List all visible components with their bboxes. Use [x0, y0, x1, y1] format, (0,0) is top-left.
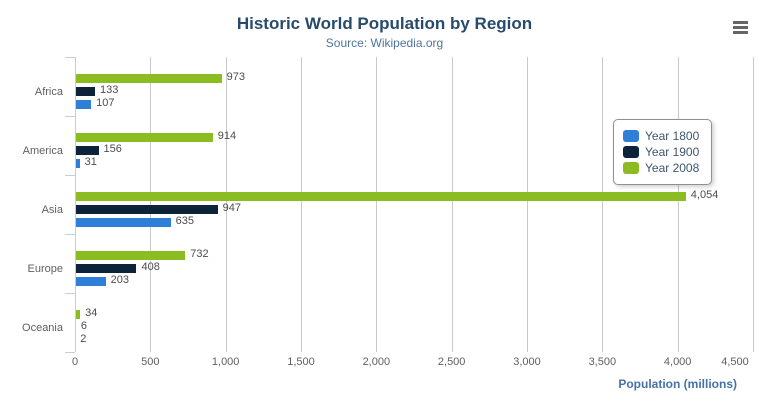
category-tick	[65, 57, 75, 58]
gridline	[602, 57, 604, 352]
gridline	[225, 57, 227, 352]
bar-value-label: 732	[190, 248, 209, 260]
bar-africa-year-1900[interactable]	[75, 87, 96, 96]
category-tick	[65, 293, 75, 294]
bar-value-label: 635	[175, 215, 195, 227]
legend-symbol-icon	[623, 162, 639, 174]
gridline	[301, 57, 302, 352]
category-axis-line	[75, 57, 76, 352]
x-tick-label: 4,000	[663, 356, 692, 368]
x-tick-label: 1,000	[211, 356, 240, 368]
export-menu-button[interactable]	[733, 21, 748, 34]
bar-value-label: 34	[85, 307, 98, 319]
gridline	[150, 57, 152, 352]
bar-asia-year-2008[interactable]	[75, 192, 686, 201]
bar-value-label: 2	[80, 333, 87, 345]
bar-africa-year-2008[interactable]	[75, 74, 222, 83]
x-tick-label: 2,000	[362, 356, 391, 368]
bar-africa-year-1800[interactable]	[75, 100, 92, 109]
category-label-america: America	[22, 144, 63, 157]
bar-america-year-2008[interactable]	[75, 133, 213, 142]
category-label-africa: Africa	[34, 85, 63, 98]
bar-value-label: 947	[222, 202, 242, 214]
x-tick-label: 500	[141, 356, 160, 368]
gridline	[527, 57, 528, 352]
bar-value-label: 914	[217, 130, 237, 142]
bar-value-label: 156	[103, 143, 122, 155]
category-label-asia: Asia	[41, 203, 63, 216]
bar-value-label: 408	[141, 261, 160, 273]
legend-symbol-icon	[623, 130, 639, 142]
gridline	[753, 57, 754, 352]
x-tick-label: 2,500	[437, 356, 466, 368]
x-tick-label: 3,000	[513, 356, 541, 368]
x-axis-title: Population (millions)	[618, 377, 737, 391]
hamburger-icon	[733, 31, 748, 34]
bar-value-label: 4,054	[690, 189, 719, 201]
bar-value-label: 973	[226, 71, 245, 83]
bar-value-label: 31	[84, 156, 97, 168]
chart-title: Historic World Population by Region	[236, 14, 533, 33]
legend-item-label: Year 1900	[645, 145, 700, 159]
x-tick-label: 3,500	[588, 356, 617, 368]
legend-item-year-1800[interactable]: Year 1800	[623, 129, 699, 143]
hamburger-icon	[733, 26, 748, 29]
bar-value-label: 203	[110, 274, 129, 286]
bar-europe-year-2008[interactable]	[75, 251, 186, 260]
gridline	[677, 57, 679, 352]
x-tick-label: 1,500	[287, 356, 315, 368]
bar-america-year-1800[interactable]	[75, 159, 80, 168]
bar-oceania-year-2008[interactable]	[75, 310, 81, 319]
plot-area: 973 133 107 914 156 31 4,054 947 635 732 408 203 34 6…	[75, 57, 754, 352]
category-tick	[65, 234, 75, 235]
legend-item-label: Year 1800	[645, 129, 700, 143]
category-tick	[65, 352, 75, 353]
x-tick-label: 0	[71, 356, 79, 368]
chart-subtitle: Source: Wikipedia.org	[325, 36, 444, 50]
gridline	[451, 57, 453, 352]
category-tick	[65, 175, 75, 176]
category-label-oceania: Oceania	[22, 321, 63, 334]
bar-america-year-1900[interactable]	[75, 146, 99, 155]
hamburger-icon	[733, 21, 748, 24]
legend-symbol-icon	[623, 146, 639, 158]
bar-europe-year-1900[interactable]	[75, 264, 137, 273]
bar-value-label: 6	[80, 320, 88, 332]
legend: Year 1800 Year 1900 Year 2008	[613, 119, 713, 185]
legend-item-year-2008[interactable]: Year 2008	[623, 161, 699, 175]
bar-value-label: 107	[96, 97, 115, 109]
category-tick	[65, 116, 75, 117]
category-label-europe: Europe	[27, 262, 63, 275]
gridline	[376, 57, 378, 352]
bar-europe-year-1800[interactable]	[75, 277, 106, 286]
legend-item-year-1900[interactable]: Year 1900	[623, 145, 699, 159]
bar-asia-year-1800[interactable]	[75, 218, 171, 227]
bar-value-label: 133	[100, 84, 119, 96]
bar-asia-year-1900[interactable]	[75, 205, 218, 214]
x-tick-label: 4,500	[721, 356, 749, 368]
legend-item-label: Year 2008	[645, 161, 700, 175]
